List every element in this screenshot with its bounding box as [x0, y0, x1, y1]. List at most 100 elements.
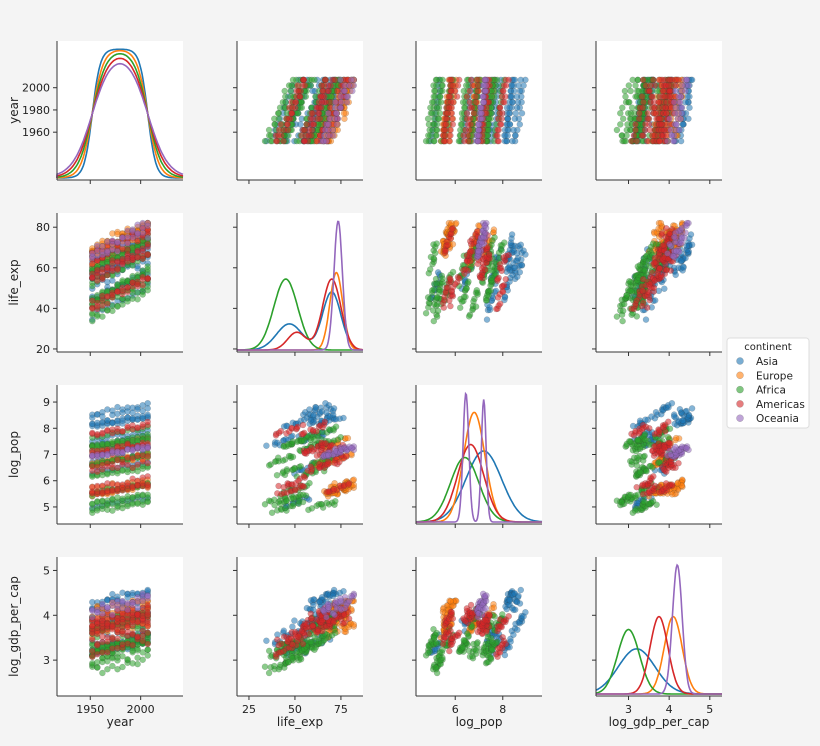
scatter-point	[677, 137, 685, 145]
scatter-point	[344, 434, 352, 442]
scatter-point	[663, 110, 670, 117]
scatter-point	[144, 452, 151, 460]
scatter-point	[296, 93, 304, 100]
scatter-point	[425, 121, 433, 128]
scatter-point	[441, 137, 449, 145]
scatter-point	[442, 132, 449, 139]
scatter-point	[99, 430, 106, 438]
scatter-point	[89, 250, 96, 257]
scatter-point	[331, 76, 338, 84]
scatter-point	[502, 276, 509, 283]
y-tick-label: 5	[43, 501, 50, 514]
scatter-point	[297, 463, 304, 470]
scatter-point	[300, 76, 307, 84]
scatter-point	[287, 495, 295, 502]
scatter-point	[104, 271, 111, 279]
scatter-point	[498, 115, 505, 123]
scatter-point	[676, 406, 684, 413]
panel-life_exp-vs-life_exp	[233, 213, 364, 356]
scatter-point	[466, 87, 473, 95]
scatter-point	[337, 434, 344, 441]
scatter-point	[472, 93, 479, 100]
scatter-point	[617, 121, 624, 128]
y-tick-label: 20	[36, 343, 50, 356]
scatter-point	[499, 288, 507, 296]
scatter-point	[644, 110, 651, 117]
scatter-point	[504, 115, 511, 123]
scatter-point	[486, 250, 493, 258]
scatter-point	[433, 121, 441, 128]
scatter-point	[301, 82, 309, 89]
scatter-point	[661, 285, 668, 292]
scatter-point	[622, 137, 629, 145]
scatter-point	[323, 499, 330, 507]
scatter-point	[644, 137, 651, 145]
panel-year-vs-life_exp	[233, 41, 363, 184]
scatter-point	[479, 93, 486, 100]
scatter-point	[675, 93, 682, 100]
scatter-point	[651, 104, 658, 111]
scatter-point	[331, 115, 338, 123]
scatter-point	[449, 268, 457, 276]
panel-background	[57, 41, 183, 180]
scatter-point	[478, 115, 486, 123]
panel-log_pop-vs-log_gdp_per_cap	[592, 385, 722, 528]
scatter-point	[429, 98, 436, 106]
scatter-point	[467, 104, 474, 111]
scatter-point	[99, 242, 106, 250]
scatter-point	[683, 222, 690, 230]
scatter-point	[265, 497, 273, 504]
scatter-point	[275, 482, 282, 490]
scatter-point	[310, 411, 317, 419]
scatter-point	[119, 428, 126, 435]
scatter-point	[633, 137, 640, 145]
scatter-point	[139, 255, 146, 262]
scatter-point	[497, 121, 505, 128]
scatter-point	[285, 115, 292, 123]
scatter-point	[670, 253, 677, 260]
scatter-point	[640, 98, 647, 106]
y-tick-label: 7	[43, 449, 50, 462]
scatter-point	[673, 247, 680, 255]
scatter-point	[501, 98, 508, 106]
scatter-point	[439, 76, 446, 84]
scatter-point	[273, 472, 281, 479]
y-tick-label: 2000	[22, 82, 50, 95]
scatter-point	[469, 82, 476, 89]
scatter-point	[613, 313, 621, 320]
scatter-point	[316, 115, 324, 123]
scatter-point	[640, 490, 647, 498]
scatter-point	[316, 460, 323, 468]
scatter-point	[511, 115, 518, 123]
scatter-point	[666, 115, 673, 123]
scatter-point	[619, 104, 626, 111]
scatter-point	[427, 266, 434, 273]
scatter-point	[648, 93, 655, 100]
scatter-point	[634, 491, 641, 498]
scatter-point	[144, 481, 151, 488]
scatter-point	[456, 76, 463, 84]
scatter-point	[294, 82, 301, 89]
scatter-point	[445, 104, 453, 111]
scatter-point	[634, 263, 641, 270]
scatter-point	[301, 137, 308, 145]
scatter-point	[307, 417, 315, 424]
scatter-point	[502, 93, 509, 100]
scatter-point	[449, 115, 456, 123]
scatter-point	[308, 126, 316, 134]
scatter-point	[318, 104, 325, 111]
scatter-point	[315, 110, 323, 117]
scatter-point	[656, 115, 663, 123]
scatter-point	[666, 87, 673, 95]
scatter-point	[277, 121, 284, 128]
scatter-point	[682, 98, 689, 106]
scatter-point	[641, 436, 649, 443]
scatter-point	[672, 229, 679, 237]
scatter-point	[672, 434, 680, 442]
scatter-point	[330, 132, 337, 139]
scatter-point	[301, 126, 308, 134]
scatter-point	[475, 121, 482, 128]
scatter-point	[634, 76, 641, 84]
